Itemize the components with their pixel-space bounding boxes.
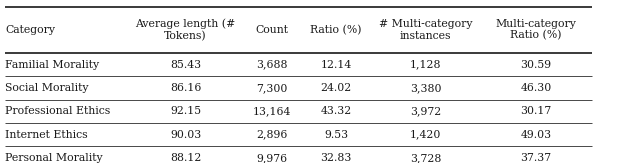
Text: 9,976: 9,976 <box>257 153 287 163</box>
Text: 49.03: 49.03 <box>520 130 552 140</box>
Text: 3,380: 3,380 <box>410 83 442 93</box>
Text: Average length (#
Tokens): Average length (# Tokens) <box>136 18 236 41</box>
Text: Count: Count <box>255 25 289 35</box>
Text: 85.43: 85.43 <box>170 60 201 70</box>
Text: 43.32: 43.32 <box>321 106 351 116</box>
Text: 90.03: 90.03 <box>170 130 201 140</box>
Text: 12.14: 12.14 <box>321 60 351 70</box>
Text: 86.16: 86.16 <box>170 83 202 93</box>
Text: Social Morality: Social Morality <box>5 83 88 93</box>
Text: 30.17: 30.17 <box>520 106 552 116</box>
Text: 1,420: 1,420 <box>410 130 442 140</box>
Text: 3,728: 3,728 <box>410 153 442 163</box>
Text: 46.30: 46.30 <box>520 83 552 93</box>
Text: Multi-category
Ratio (%): Multi-category Ratio (%) <box>495 19 577 41</box>
Text: 3,972: 3,972 <box>410 106 441 116</box>
Text: Internet Ethics: Internet Ethics <box>5 130 88 140</box>
Text: # Multi-category
instances: # Multi-category instances <box>379 19 472 41</box>
Text: Professional Ethics: Professional Ethics <box>5 106 110 116</box>
Text: 92.15: 92.15 <box>170 106 201 116</box>
Text: 30.59: 30.59 <box>520 60 552 70</box>
Text: 88.12: 88.12 <box>170 153 202 163</box>
Text: 3,688: 3,688 <box>256 60 288 70</box>
Text: 7,300: 7,300 <box>256 83 288 93</box>
Text: Ratio (%): Ratio (%) <box>310 25 362 35</box>
Text: 2,896: 2,896 <box>256 130 288 140</box>
Text: 24.02: 24.02 <box>321 83 351 93</box>
Text: 37.37: 37.37 <box>520 153 552 163</box>
Text: 9.53: 9.53 <box>324 130 348 140</box>
Text: Familial Morality: Familial Morality <box>5 60 99 70</box>
Text: 1,128: 1,128 <box>410 60 442 70</box>
Text: Category: Category <box>5 25 55 35</box>
Text: Personal Morality: Personal Morality <box>5 153 103 163</box>
Text: 13,164: 13,164 <box>253 106 291 116</box>
Text: 32.83: 32.83 <box>320 153 352 163</box>
